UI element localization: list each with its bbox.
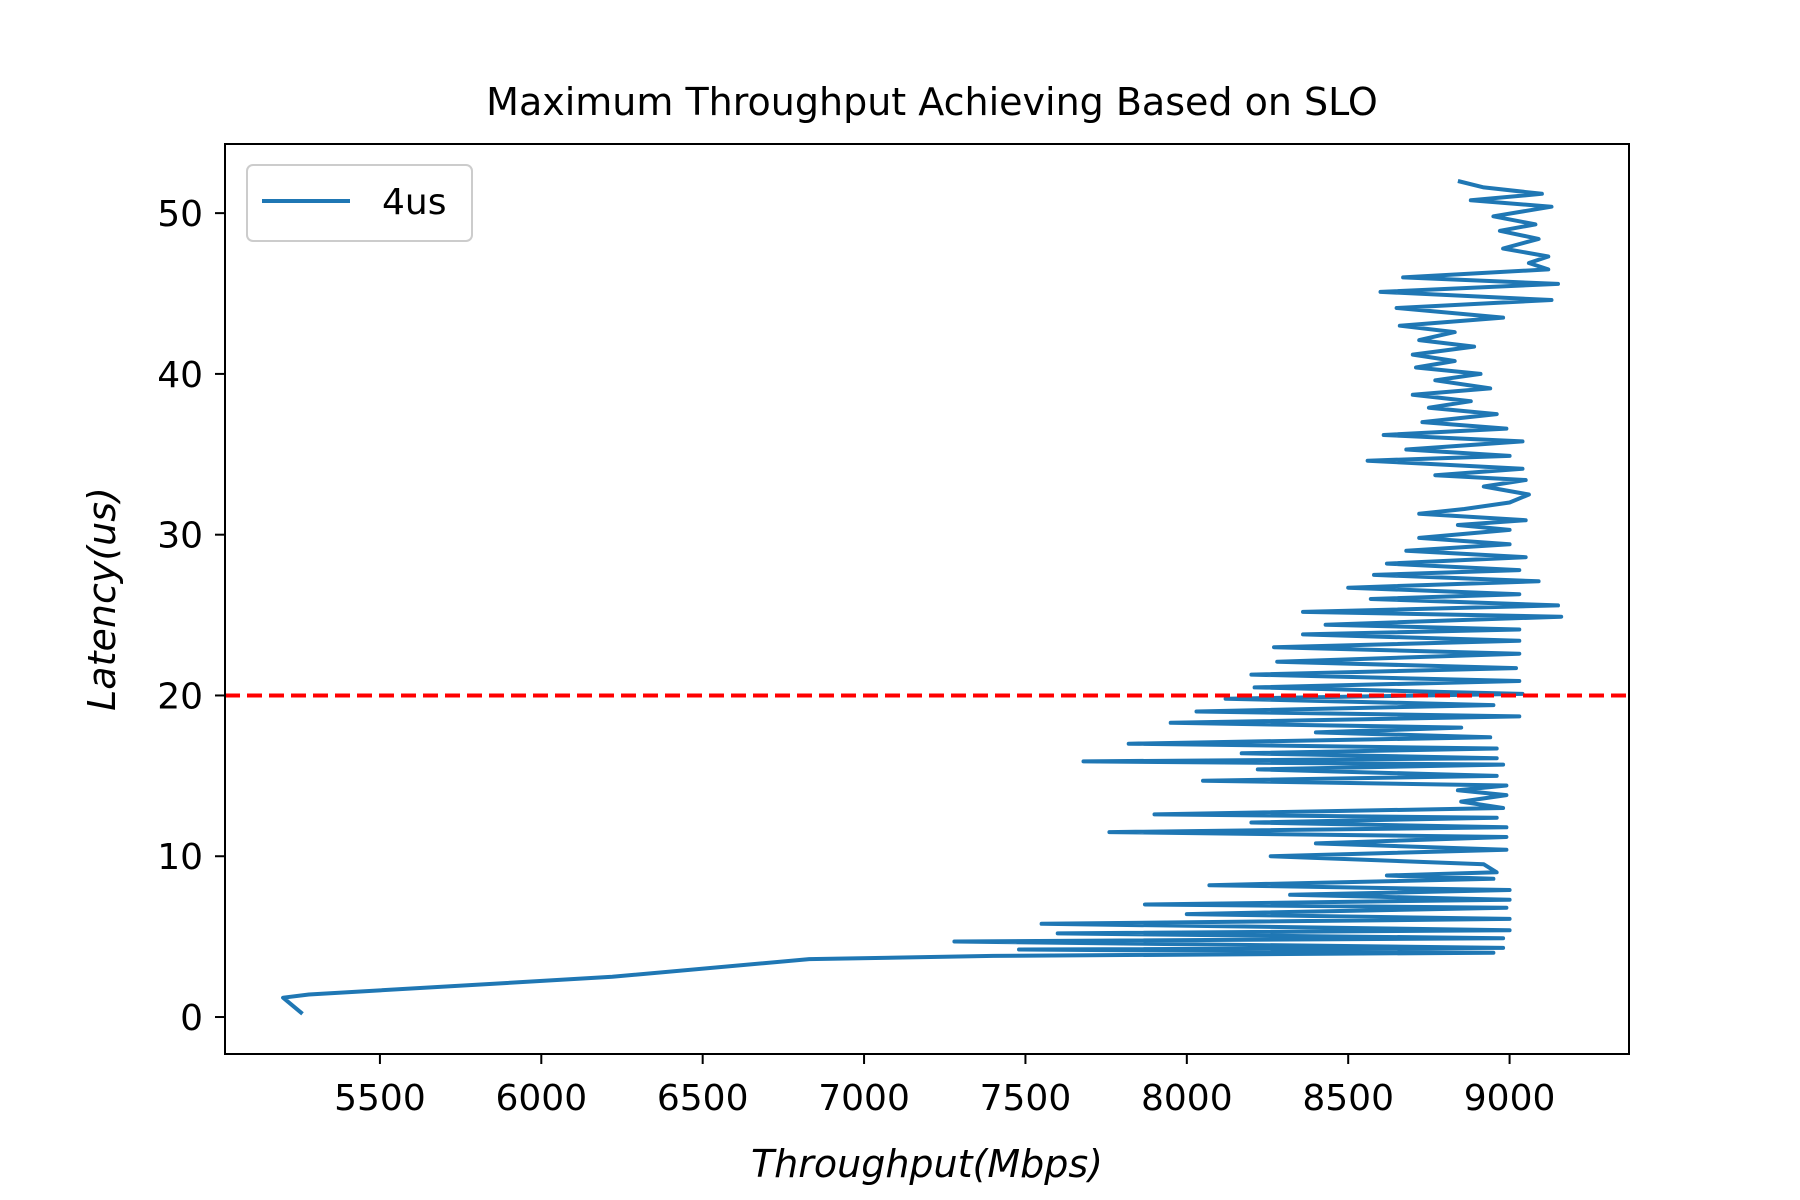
x-tick-label: 7500 [980,1078,1072,1119]
x-axis-label: Throughput(Mbps) [751,1142,1103,1186]
y-tick-label: 30 [157,516,203,557]
x-tick-label: 5500 [334,1078,426,1119]
series-line-4us [281,179,1564,1016]
x-tick-label: 6500 [657,1078,749,1119]
plot-frame [224,143,1630,1055]
y-tick-label: 40 [157,355,203,396]
y-tick-label: 10 [157,837,203,878]
x-tick-label: 6000 [495,1078,587,1119]
x-tick-label: 8500 [1302,1078,1394,1119]
x-tick-label: 7000 [818,1078,910,1119]
legend-box [246,164,473,242]
y-axis-label: Latency(us) [80,487,124,711]
x-tick-label: 9000 [1464,1078,1556,1119]
x-tick-label: 8000 [1141,1078,1233,1119]
y-tick-label: 0 [180,998,203,1039]
y-tick-label: 50 [157,194,203,235]
chart-title: Maximum Throughput Achieving Based on SL… [486,80,1378,124]
y-tick-label: 20 [157,676,203,717]
legend: 4us [246,164,473,242]
legend-label: 4us [382,182,446,223]
